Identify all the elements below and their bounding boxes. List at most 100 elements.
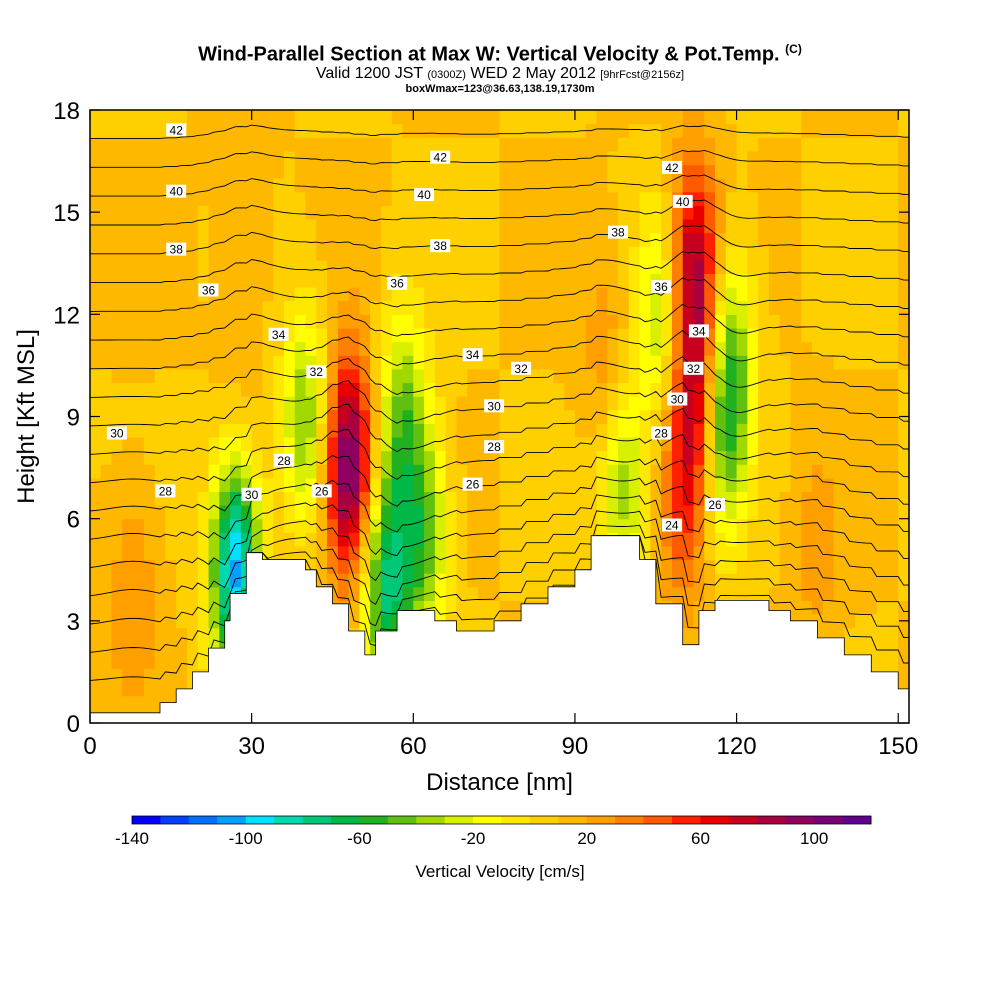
colorbar-label: Vertical Velocity [cm/s] — [415, 862, 585, 881]
velocity-cell — [316, 218, 328, 234]
velocity-cell — [370, 614, 382, 629]
velocity-cell — [531, 545, 544, 561]
velocity-cell — [628, 300, 641, 315]
velocity-cell — [596, 382, 608, 397]
velocity-cell — [186, 450, 199, 465]
velocity-cell — [456, 545, 468, 561]
velocity-cell — [865, 341, 878, 356]
velocity-cell — [865, 150, 878, 166]
velocity-cell — [499, 436, 511, 452]
velocity-cell — [327, 559, 339, 574]
velocity-cell — [574, 341, 587, 356]
velocity-cell — [100, 477, 113, 493]
velocity-cell — [456, 341, 468, 356]
velocity-cell — [715, 573, 727, 588]
velocity-cell — [230, 327, 242, 343]
velocity-cell — [176, 559, 188, 574]
velocity-cell — [510, 150, 522, 166]
velocity-cell — [628, 218, 641, 234]
velocity-cell — [812, 178, 824, 193]
velocity-cell — [456, 232, 468, 247]
velocity-cell — [715, 137, 727, 152]
velocity-cell — [661, 259, 673, 275]
velocity-cell — [596, 110, 608, 125]
velocity-cell — [865, 559, 878, 574]
velocity-cell — [758, 382, 770, 397]
velocity-cell — [682, 545, 695, 561]
velocity-cell — [380, 586, 393, 601]
velocity-cell — [790, 246, 802, 261]
velocity-cell — [801, 355, 813, 370]
velocity-cell — [618, 232, 630, 247]
velocity-cell — [294, 300, 307, 315]
velocity-cell — [553, 477, 565, 493]
velocity-cell — [801, 409, 813, 424]
y-tick-label: 18 — [53, 98, 80, 125]
velocity-cell — [316, 300, 328, 315]
velocity-cell — [758, 477, 770, 493]
velocity-cell — [833, 232, 845, 247]
velocity-cell — [574, 300, 587, 315]
isentrope-label-text: 26 — [466, 478, 480, 492]
velocity-cell — [337, 396, 350, 411]
velocity-cell — [370, 287, 382, 302]
velocity-cell — [736, 586, 748, 601]
velocity-cell — [833, 123, 845, 138]
velocity-cell — [661, 559, 673, 574]
velocity-cell — [704, 110, 716, 125]
velocity-cell — [521, 518, 533, 533]
velocity-cell — [370, 600, 382, 615]
velocity-cell — [413, 464, 425, 479]
velocity-cell — [693, 409, 705, 424]
velocity-cell — [380, 477, 393, 493]
velocity-cell — [456, 518, 468, 533]
velocity-cell — [564, 191, 576, 206]
velocity-cell — [585, 368, 598, 384]
velocity-cell — [305, 491, 317, 506]
velocity-cell — [380, 110, 393, 125]
velocity-cell — [887, 464, 899, 479]
isentrope-label-bg — [608, 225, 628, 239]
velocity-cell — [876, 218, 889, 234]
colorbar-swatch — [785, 816, 815, 824]
velocity-cell — [844, 573, 856, 588]
velocity-cell — [618, 450, 630, 465]
velocity-cell — [661, 396, 673, 411]
velocity-cell — [456, 314, 468, 329]
velocity-cell — [887, 559, 899, 574]
velocity-cell — [887, 654, 899, 670]
velocity-cell — [413, 123, 425, 138]
velocity-cell — [833, 205, 845, 220]
velocity-cell — [133, 559, 145, 574]
velocity-cell — [133, 178, 145, 193]
velocity-cell — [434, 464, 447, 479]
velocity-cell — [553, 327, 565, 343]
velocity-cell — [671, 436, 684, 452]
velocity-cell — [671, 232, 684, 247]
velocity-cell — [844, 409, 856, 424]
velocity-cell — [736, 545, 748, 561]
velocity-cell — [704, 259, 716, 275]
velocity-cell — [316, 532, 328, 547]
velocity-cell — [337, 246, 350, 261]
colorbar-tick-label: -100 — [229, 829, 263, 848]
velocity-cell — [434, 368, 447, 384]
velocity-cell — [154, 505, 167, 520]
velocity-cell — [898, 137, 910, 152]
velocity-cell — [725, 450, 738, 465]
isentrope-line — [90, 124, 909, 139]
velocity-cell — [122, 355, 134, 370]
velocity-cell — [488, 191, 501, 206]
title-main: Wind-Parallel Section at Max W: Vertical… — [198, 43, 780, 66]
velocity-cell — [413, 341, 425, 356]
velocity-cell — [197, 396, 210, 411]
velocity-cell — [391, 545, 404, 561]
velocity-cell — [370, 205, 382, 220]
velocity-cell — [413, 368, 425, 384]
velocity-cell — [768, 382, 781, 397]
velocity-cell — [434, 600, 447, 615]
velocity-cell — [822, 327, 835, 343]
velocity-cell — [122, 327, 134, 343]
velocity-cell — [585, 300, 598, 315]
velocity-cell — [240, 382, 253, 397]
